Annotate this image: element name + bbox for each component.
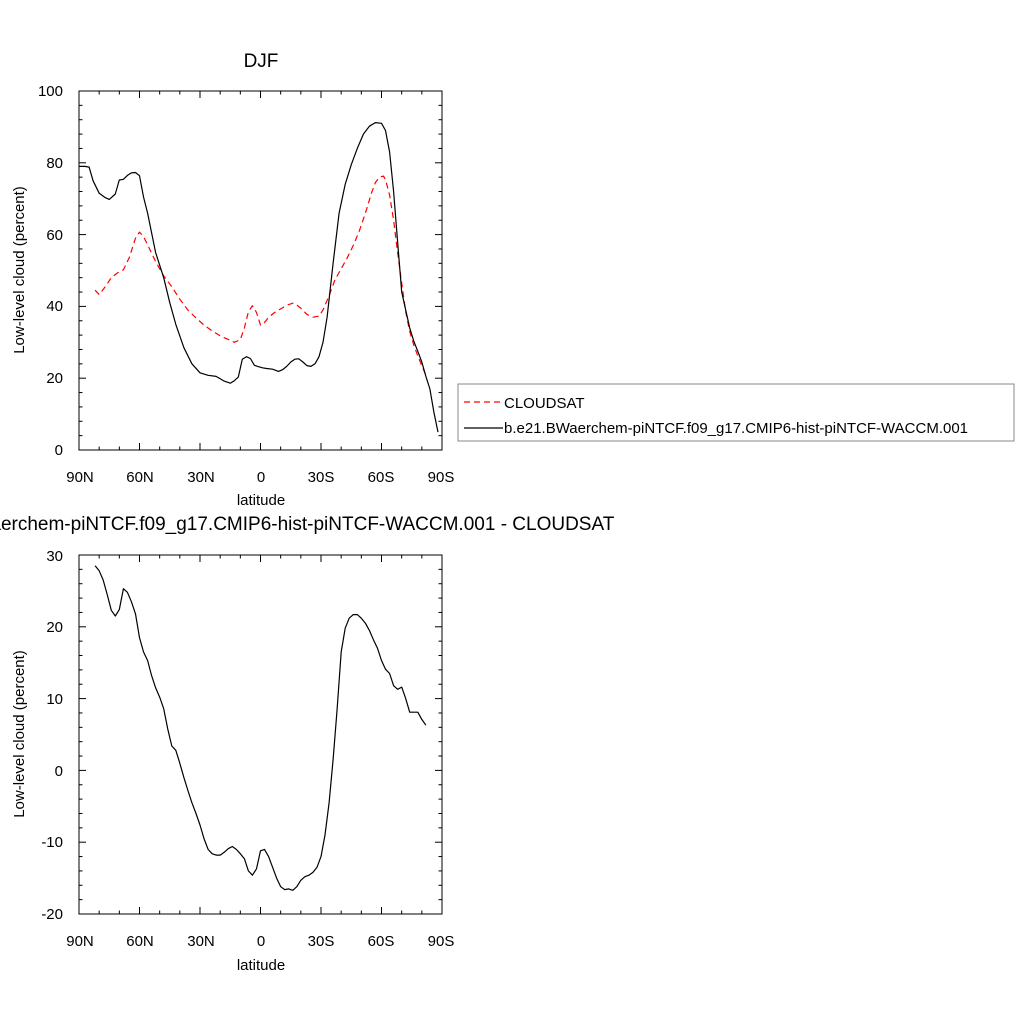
- x-tick-label: 90N: [66, 469, 94, 486]
- x-tick-label: 60N: [126, 469, 154, 486]
- bottom-plot-title: b.e21.BWaerchem-piNTCF.f09_g17.CMIP6-his…: [0, 514, 615, 535]
- x-tick-label: 90N: [66, 933, 94, 950]
- y-tick-label: 100: [38, 83, 63, 100]
- legend-label-cloudsat: CLOUDSAT: [504, 395, 585, 412]
- x-tick-label: 0: [257, 933, 265, 950]
- top-plot-title: DJF: [244, 51, 279, 72]
- x-tick-label: 30N: [187, 469, 215, 486]
- x-tick-label: 0: [257, 469, 265, 486]
- y-tick-label: 20: [46, 370, 63, 387]
- top-series: [79, 121, 439, 433]
- y-tick-label: 20: [46, 619, 63, 636]
- y-tick-label: 0: [55, 442, 63, 459]
- top-series-line-cloudsat: [94, 175, 427, 376]
- bottom-x-axis-title: latitude: [237, 957, 285, 974]
- y-tick-label: 80: [46, 155, 63, 172]
- top-ticks: [78, 90, 443, 451]
- y-tick-label: -10: [41, 834, 63, 851]
- bottom-panel: b.e21.BWaerchem-piNTCF.f09_g17.CMIP6-his…: [0, 514, 615, 974]
- top-legend: CLOUDSAT b.e21.BWaerchem-piNTCF.f09_g17.…: [457, 383, 1015, 442]
- bottom-y-tick-labels: -20 -10 0 10 20 30: [41, 548, 63, 923]
- bottom-y-axis-title: Low-level cloud (percent): [11, 650, 28, 818]
- x-tick-label: 30S: [308, 933, 335, 950]
- y-tick-label: -20: [41, 906, 63, 923]
- x-tick-label: 60S: [368, 933, 395, 950]
- bottom-ticks: [78, 554, 443, 915]
- x-tick-label: 30S: [308, 469, 335, 486]
- y-tick-label: 30: [46, 548, 63, 565]
- top-plot-frame: [78, 90, 443, 451]
- legend-box: [457, 383, 1015, 442]
- y-tick-label: 10: [46, 691, 63, 708]
- top-y-axis-title: Low-level cloud (percent): [11, 186, 28, 354]
- y-tick-label: 60: [46, 227, 63, 244]
- y-tick-label: 0: [55, 763, 63, 780]
- bottom-series: [94, 565, 427, 891]
- top-panel: DJF 0 20 40 60 80 100 90N 60N 30N 0 30S …: [11, 51, 1015, 509]
- top-series-line-model: [79, 121, 439, 433]
- top-y-tick-labels: 0 20 40 60 80 100: [38, 83, 63, 459]
- bottom-x-tick-labels: 90N 60N 30N 0 30S 60S 90S: [66, 933, 454, 950]
- top-x-tick-labels: 90N 60N 30N 0 30S 60S 90S: [66, 469, 454, 486]
- x-tick-label: 60N: [126, 933, 154, 950]
- x-tick-label: 90S: [428, 933, 455, 950]
- x-tick-label: 30N: [187, 933, 215, 950]
- y-tick-label: 40: [46, 298, 63, 315]
- x-tick-label: 90S: [428, 469, 455, 486]
- bottom-series-line-difference: [94, 565, 427, 891]
- legend-label-model: b.e21.BWaerchem-piNTCF.f09_g17.CMIP6-his…: [504, 420, 968, 437]
- x-tick-label: 60S: [368, 469, 395, 486]
- top-x-axis-title: latitude: [237, 492, 285, 509]
